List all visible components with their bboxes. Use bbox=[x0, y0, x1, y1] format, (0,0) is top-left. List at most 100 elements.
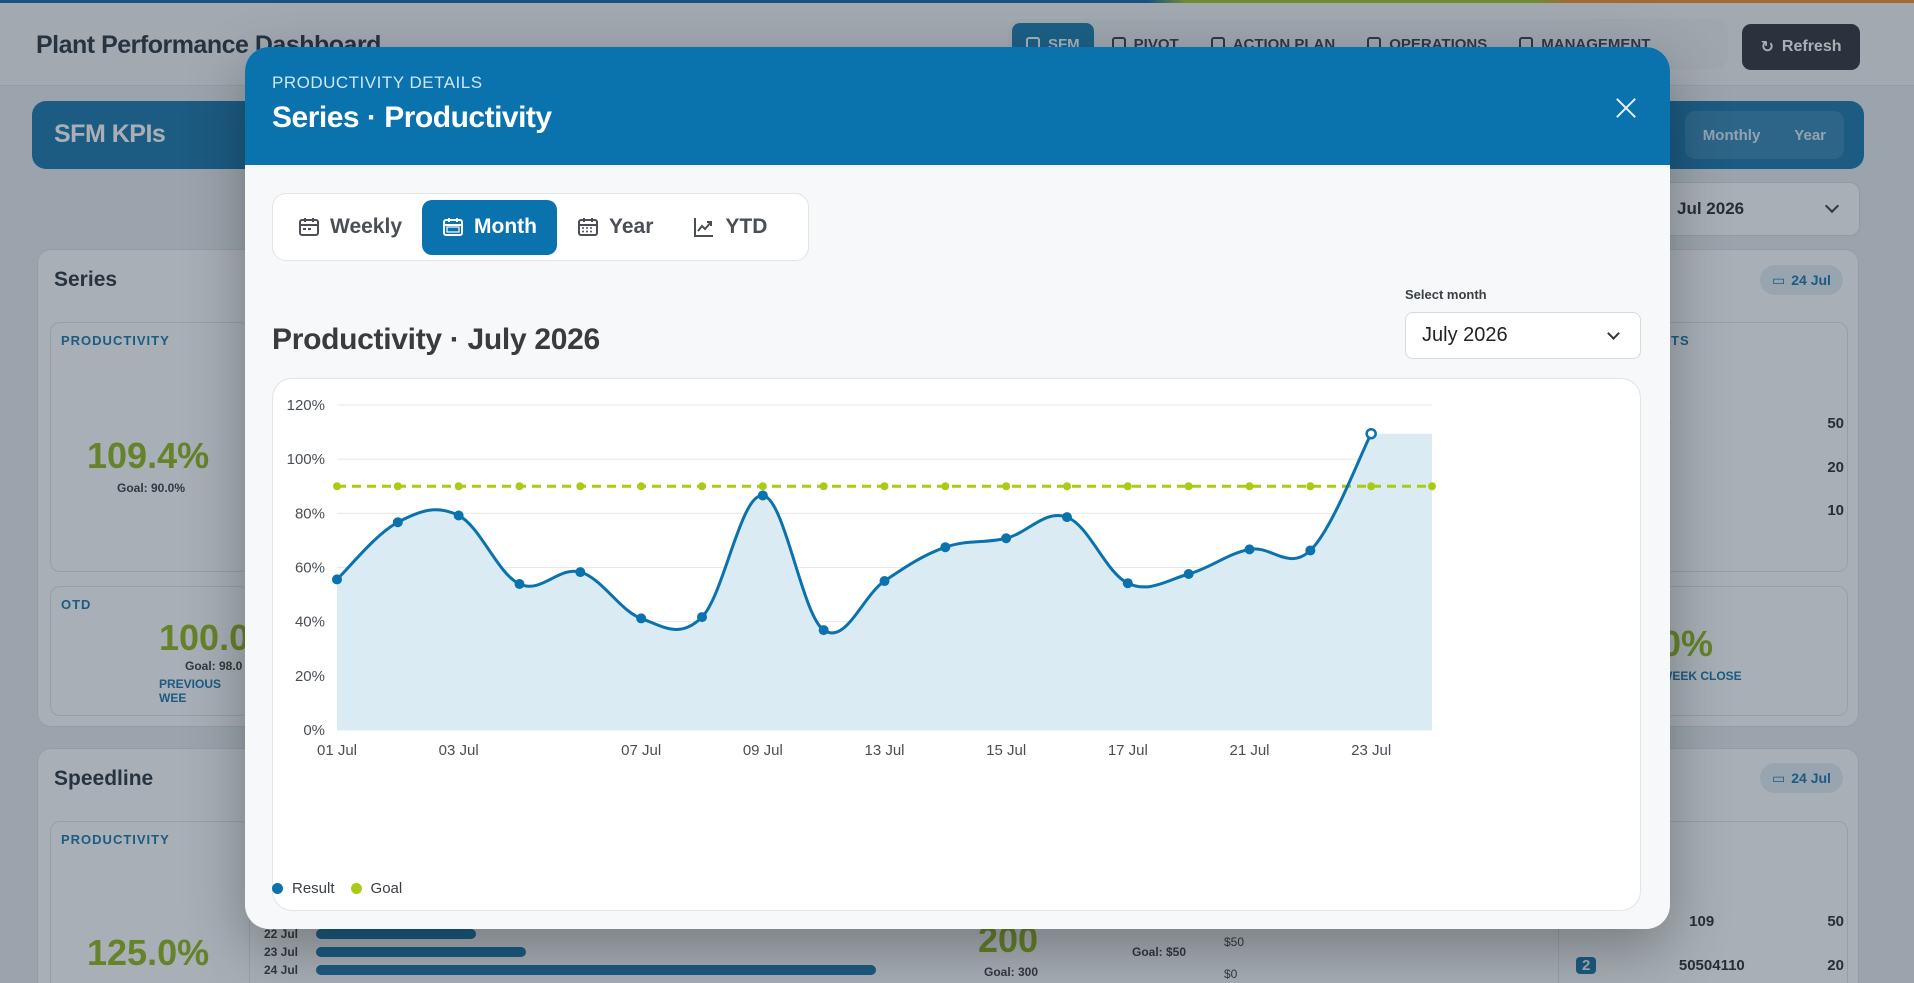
mini-bar bbox=[316, 965, 876, 975]
ranking-row: 2 50504110 20 bbox=[1576, 957, 1844, 974]
bar-label: 23 Jul bbox=[264, 945, 299, 959]
x-tick-label: 21 Jul bbox=[1229, 742, 1269, 759]
period-year-button[interactable]: Year bbox=[1794, 126, 1826, 144]
result-point bbox=[697, 612, 707, 623]
result-point bbox=[1305, 545, 1316, 556]
result-point bbox=[757, 490, 768, 501]
result-point bbox=[392, 517, 403, 528]
kpi-label: OTD bbox=[61, 597, 92, 612]
goal-point bbox=[1123, 482, 1132, 491]
tab-weekly[interactable]: Weekly bbox=[278, 200, 422, 255]
goal-point bbox=[941, 482, 950, 491]
goal-point bbox=[333, 482, 341, 491]
tab-month[interactable]: Month bbox=[422, 199, 557, 255]
kpi-value: 109.4% bbox=[87, 435, 210, 476]
productivity-chart-card: 0% 20% 40% 60% 80% 100% 120% 01 Jul 03 Jul 07 Jul… bbox=[272, 378, 1641, 911]
close-icon[interactable] bbox=[1611, 93, 1641, 123]
goal-point bbox=[454, 482, 463, 491]
result-point bbox=[1365, 427, 1377, 440]
calendar-month-icon bbox=[443, 218, 463, 236]
result-point bbox=[332, 574, 342, 585]
speedline-productivity-card[interactable]: PRODUCTIVITY 125.0% bbox=[50, 821, 250, 983]
result-point bbox=[1244, 544, 1255, 555]
goal-point bbox=[819, 482, 828, 491]
series-ts-card[interactable]: 0% WEEK CLOSE bbox=[1660, 586, 1848, 716]
goal-point bbox=[1184, 482, 1193, 491]
series-card-title: Series bbox=[54, 268, 118, 291]
tab-year[interactable]: Year bbox=[557, 200, 673, 255]
kpi-label: PRODUCTIVITY bbox=[61, 832, 170, 847]
speedline-card-title: Speedline bbox=[54, 767, 154, 790]
ranking-value: 10 bbox=[1827, 502, 1844, 519]
calendar-grid-icon bbox=[577, 218, 598, 236]
result-point bbox=[453, 510, 464, 521]
bar-label: 24 Jul bbox=[264, 963, 299, 977]
ranking-value: 50 bbox=[1827, 415, 1844, 432]
month-select-value: July 2026 bbox=[1422, 324, 1508, 346]
ranking-value: 50 bbox=[1827, 913, 1844, 930]
goal-point bbox=[758, 482, 767, 491]
x-tick-label: 17 Jul bbox=[1108, 742, 1148, 759]
kpi-title: SFM KPIs bbox=[54, 120, 166, 148]
mini-bar bbox=[316, 929, 476, 939]
legend-swatch bbox=[272, 883, 283, 894]
refresh-button[interactable]: ↻ Refresh bbox=[1742, 24, 1860, 70]
result-point bbox=[879, 576, 890, 587]
ranking-rank: 2 bbox=[1576, 957, 1597, 974]
y-tick-label: 120% bbox=[287, 397, 325, 414]
y-tick-label: 0% bbox=[303, 722, 325, 739]
productivity-details-modal: PRODUCTIVITY DETAILS Series · Productivi… bbox=[245, 47, 1670, 929]
speedline-date-pill: ▭ 24 Jul bbox=[1760, 763, 1843, 793]
period-monthly-button[interactable]: Monthly bbox=[1702, 126, 1761, 144]
legend-swatch bbox=[350, 883, 362, 894]
x-tick-label: 07 Jul bbox=[621, 742, 661, 759]
ranking-label: TS bbox=[1671, 333, 1690, 348]
top-accent-stripe bbox=[0, 0, 1914, 3]
result-point bbox=[818, 625, 829, 636]
goal-point bbox=[1245, 482, 1254, 491]
mini-bar bbox=[316, 947, 526, 957]
goal-point bbox=[1367, 482, 1376, 491]
refresh-label: Refresh bbox=[1781, 38, 1842, 55]
modal-title: Series · Productivity bbox=[272, 101, 552, 134]
y-tick-label: 80% bbox=[295, 505, 325, 522]
modal-header: PRODUCTIVITY DETAILS Series · Productivi… bbox=[245, 47, 1670, 165]
ranking-value: 20 bbox=[1827, 459, 1844, 476]
goal-point bbox=[1428, 482, 1436, 491]
x-tick-label: 03 Jul bbox=[439, 742, 479, 759]
goal-point bbox=[1306, 482, 1315, 491]
kpi-goal: Goal: $50 bbox=[1132, 945, 1187, 959]
kpi-value: 100.0 bbox=[159, 617, 250, 658]
tab-label: Weekly bbox=[330, 215, 402, 238]
kpi-goal: Goal: 98.0 bbox=[185, 659, 243, 673]
kpi-value: 125.0% bbox=[87, 932, 210, 973]
goal-point bbox=[1002, 482, 1011, 491]
ranking-row: 109 50 bbox=[1576, 913, 1844, 930]
tab-ytd[interactable]: YTD bbox=[673, 200, 787, 255]
period-select-value: Jul 2026 bbox=[1677, 199, 1745, 218]
x-tick-label: 01 Jul bbox=[317, 742, 357, 759]
ranking-value: 20 bbox=[1827, 957, 1844, 974]
bar-label: 22 Jul bbox=[264, 927, 299, 941]
legend-item-result[interactable]: Result bbox=[272, 880, 335, 897]
tab-label: Year bbox=[608, 215, 654, 238]
goal-point bbox=[698, 482, 706, 491]
series-productivity-card[interactable]: PRODUCTIVITY 109.4% Goal: 90.0% bbox=[50, 322, 250, 572]
trend-line-icon bbox=[694, 218, 714, 237]
productivity-line-chart: 0% 20% 40% 60% 80% 100% 120% 01 Jul 03 Jul 07 Jul… bbox=[287, 397, 1436, 759]
date-pill-label: 24 Jul bbox=[1791, 770, 1831, 786]
legend-item-goal[interactable]: Goal bbox=[350, 880, 402, 897]
calendar-week-icon bbox=[299, 218, 319, 236]
y-tick-label: 40% bbox=[295, 614, 325, 631]
kpi-label: PRODUCTIVITY bbox=[61, 333, 170, 348]
result-point bbox=[1183, 569, 1194, 579]
goal-point bbox=[637, 482, 646, 491]
kpi-note: WEEK CLOSE bbox=[1661, 669, 1742, 683]
month-select[interactable]: July 2026 bbox=[1405, 312, 1641, 359]
series-otd-card[interactable]: OTD 100.0 Goal: 98.0 PREVIOUS WEE bbox=[50, 586, 250, 716]
tab-label: Month bbox=[474, 215, 537, 238]
kpi-period-toggle: Monthly Year bbox=[1684, 111, 1844, 159]
x-tick-label: 23 Jul bbox=[1351, 742, 1391, 759]
result-point bbox=[1001, 533, 1012, 544]
legend-label: Result bbox=[292, 880, 335, 897]
